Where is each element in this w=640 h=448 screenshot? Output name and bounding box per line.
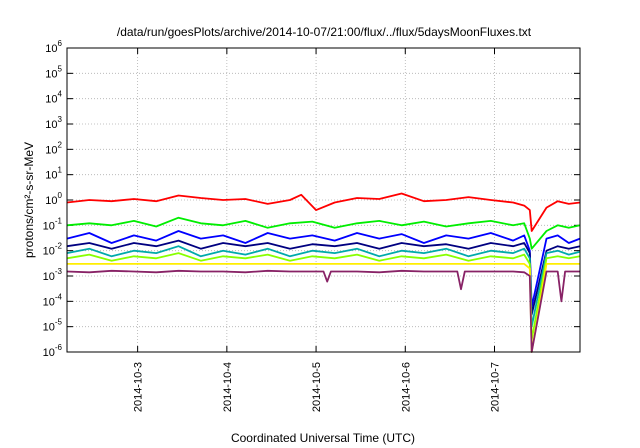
y-tick-label: 10-4 — [43, 292, 63, 308]
y-tick-base: 10 — [43, 220, 55, 232]
y-tick-label: 101 — [45, 166, 62, 182]
series-line-1 — [66, 192, 581, 232]
y-tick-label: 10-1 — [43, 216, 63, 232]
y-tick-exponent: -3 — [55, 267, 63, 276]
y-tick-exponent: 1 — [58, 166, 63, 175]
y-tick-exponent: 2 — [58, 140, 63, 149]
y-tick-base: 10 — [45, 195, 57, 207]
y-tick-label: 102 — [45, 140, 62, 156]
y-axis-title: protons/cm²-s-sr-MeV — [22, 142, 36, 258]
x-tick-label: 2014-10-7 — [490, 362, 502, 412]
y-tick-exponent: 3 — [58, 115, 63, 124]
y-tick-base: 10 — [43, 347, 55, 359]
x-tick-label: 2014-10-4 — [222, 362, 234, 412]
y-tick-label: 103 — [45, 115, 62, 131]
y-tick-label: 10-3 — [43, 267, 63, 283]
y-tick-exponent: -5 — [55, 318, 63, 327]
y-tick-base: 10 — [43, 322, 55, 334]
series-line-8 — [66, 269, 580, 353]
plot-frame — [66, 47, 581, 353]
series-line-2 — [66, 216, 581, 250]
chart-title: /data/run/goesPlots/archive/2014-10-07/2… — [117, 25, 532, 39]
y-tick-base: 10 — [45, 170, 57, 182]
x-tick-label: 2014-10-3 — [133, 362, 145, 412]
x-tick-label: 2014-10-6 — [400, 362, 412, 412]
y-tick-exponent: -2 — [55, 242, 63, 251]
series-group — [66, 192, 581, 353]
y-tick-exponent: -1 — [55, 216, 63, 225]
y-tick-exponent: 6 — [58, 39, 63, 48]
x-axis-title: Coordinated Universal Time (UTC) — [231, 431, 415, 445]
y-tick-label: 104 — [45, 90, 62, 106]
y-tick-label: 10-2 — [43, 242, 63, 258]
y-tick-base: 10 — [43, 271, 55, 283]
y-tick-base: 10 — [45, 94, 57, 106]
y-tick-label: 100 — [45, 191, 62, 207]
x-tick-label: 2014-10-5 — [311, 362, 323, 412]
y-tick-exponent: 5 — [58, 64, 63, 73]
y-tick-base: 10 — [45, 43, 57, 55]
y-tick-base: 10 — [43, 296, 55, 308]
y-tick-exponent: -6 — [55, 343, 63, 352]
x-axis-ticks: 2014-10-3 2014-10-4 2014-10-5 2014-10-6 2014… — [133, 48, 502, 412]
y-tick-base: 10 — [45, 68, 57, 80]
y-tick-label: 106 — [45, 39, 62, 55]
y-tick-exponent: -4 — [55, 292, 63, 301]
y-tick-base: 10 — [45, 144, 57, 156]
y-tick-label: 10-6 — [43, 343, 63, 359]
y-tick-exponent: 0 — [58, 191, 63, 200]
y-tick-exponent: 4 — [58, 90, 63, 99]
y-axis-ticks: 10-610-510-410-310-210-11001011021031041… — [43, 39, 580, 359]
y-tick-label: 105 — [45, 64, 62, 80]
y-tick-base: 10 — [45, 119, 57, 131]
y-tick-label: 10-5 — [43, 318, 63, 334]
y-tick-base: 10 — [43, 246, 55, 258]
